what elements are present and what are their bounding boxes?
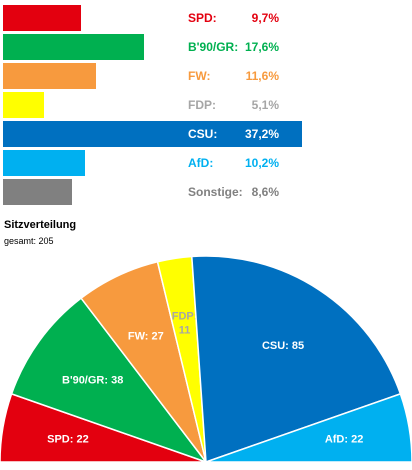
slice-label-spd: SPD: 22 [47,433,89,445]
vote-share-bar-chart: SPD: 9,7% B'90/GR: 17,6% FW: 11,6% FDP: 5,1% CSU… [0,0,412,205]
bar-fdp [3,92,44,118]
slice-b-90-gr [10,297,209,464]
slice-csu [191,255,402,464]
bar-csu [3,121,301,147]
party-label-b-90-gr: B'90/GR: [188,40,239,54]
percent-label-fw: 11,6% [245,69,279,83]
bar-spd [3,5,81,31]
party-label-csu: CSU: [188,127,218,141]
percent-label-spd: 9,7% [251,11,279,25]
slice-label-csu: CSU: 85 [262,340,304,352]
percent-label-afd: 10,2% [244,156,279,170]
party-label-afd: AfD: [188,156,214,170]
party-label-spd: SPD: [188,11,217,25]
party-label-sonstige: Sonstige: [188,185,243,199]
bar-fw [3,63,96,89]
slice-label-b-90-gr: B'90/GR: 38 [62,375,123,387]
percent-label-csu: 37,2% [244,127,279,141]
bar-afd [3,150,85,176]
percent-label-fdp: 5,1% [251,98,279,112]
percent-label-sonstige: 8,6% [251,185,279,199]
bar-sonstige [3,179,72,205]
seat-chart-title: Sitzverteilung [4,219,77,231]
slice-label-fdp: FDP: 11 [172,311,198,337]
slice-label-fw: FW: 27 [128,331,164,343]
percent-label-b-90-gr: 17,6% [244,40,279,54]
party-label-fw: FW: [188,69,211,83]
party-label-fdp: FDP: [188,98,216,112]
slice-label-afd: AfD: 22 [325,433,364,445]
bar-b-90-gr [3,34,144,60]
seat-chart-subtitle: gesamt: 205 [4,236,54,246]
